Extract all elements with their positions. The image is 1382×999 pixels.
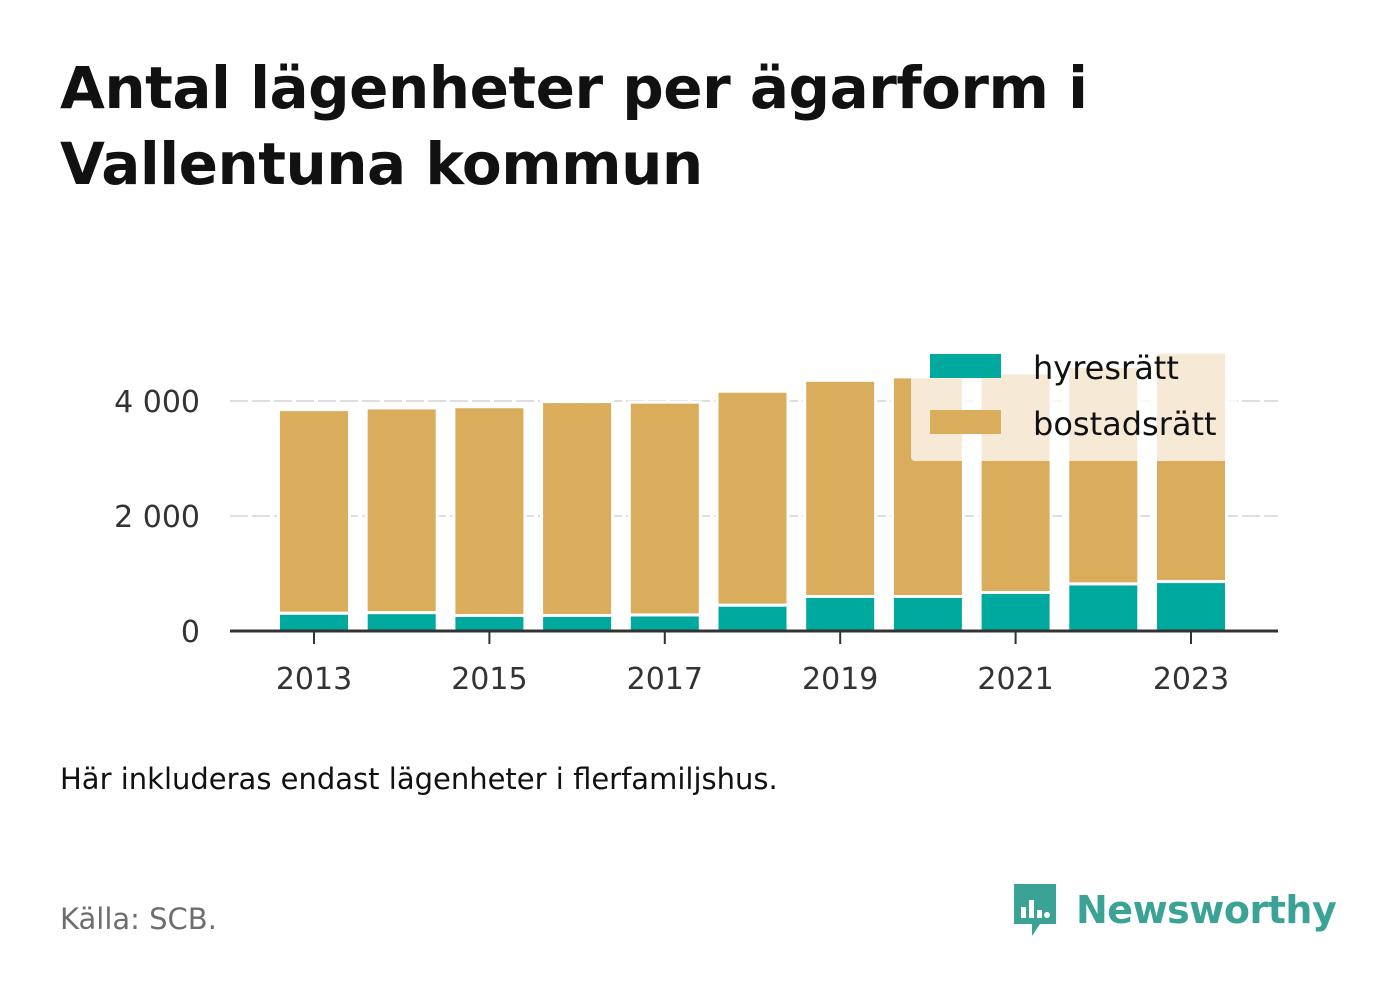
legend: hyresrätt bostadsrätt <box>911 341 1237 461</box>
bar-hyresratt <box>978 590 1053 633</box>
bar-hyresratt <box>452 613 527 633</box>
bar-bostadsratt <box>627 400 702 617</box>
x-tick-label: 2021 <box>977 662 1053 697</box>
bar-hyresratt <box>1066 582 1141 633</box>
bar-bostadsratt <box>364 406 439 615</box>
source-label: Källa: SCB. <box>60 902 217 936</box>
y-tick-label: 0 <box>181 615 200 650</box>
bar-hyresratt <box>364 611 439 633</box>
chart-title: Antal lägenheter per ägarform i Vallentu… <box>60 54 1088 198</box>
bar-hyresratt <box>277 611 351 633</box>
bar-bostadsratt <box>715 389 790 607</box>
legend-label: bostadsrätt <box>1033 405 1217 443</box>
bar-bostadsratt <box>540 400 615 617</box>
bar-hyresratt <box>715 603 790 633</box>
bar-hyresratt <box>1154 580 1228 633</box>
x-tick-label: 2015 <box>451 662 527 697</box>
y-tick-label: 2 000 <box>114 500 200 535</box>
x-tick-label: 2023 <box>1153 662 1229 697</box>
bar-bostadsratt <box>277 408 351 615</box>
bar-hyresratt <box>890 595 965 633</box>
x-tick-label: 2019 <box>802 662 878 697</box>
bar-chart-speech-bubble-icon <box>1014 884 1056 936</box>
legend-swatch-bostadsratt <box>930 410 1001 434</box>
bar-hyresratt <box>803 595 878 633</box>
bar-hyresratt <box>627 613 702 633</box>
legend-label: hyresrätt <box>1033 349 1179 387</box>
y-tick-label: 4 000 <box>114 385 200 420</box>
bar-bostadsratt <box>803 378 878 598</box>
brand-logo: Newsworthy <box>1010 878 1337 942</box>
x-tick-label: 2017 <box>627 662 703 697</box>
axes: 0 2 000 4 000 2013 2015 2017 2019 2021 2023 <box>114 385 1278 697</box>
x-tick-label: 2013 <box>276 662 352 697</box>
chart-note: Här inkluderas endast lägenheter i flerf… <box>60 762 778 796</box>
legend-swatch-hyresratt <box>930 354 1001 378</box>
brand-name: Newsworthy <box>1076 888 1337 932</box>
bar-bostadsratt <box>452 405 527 617</box>
bar-hyresratt <box>540 613 615 633</box>
